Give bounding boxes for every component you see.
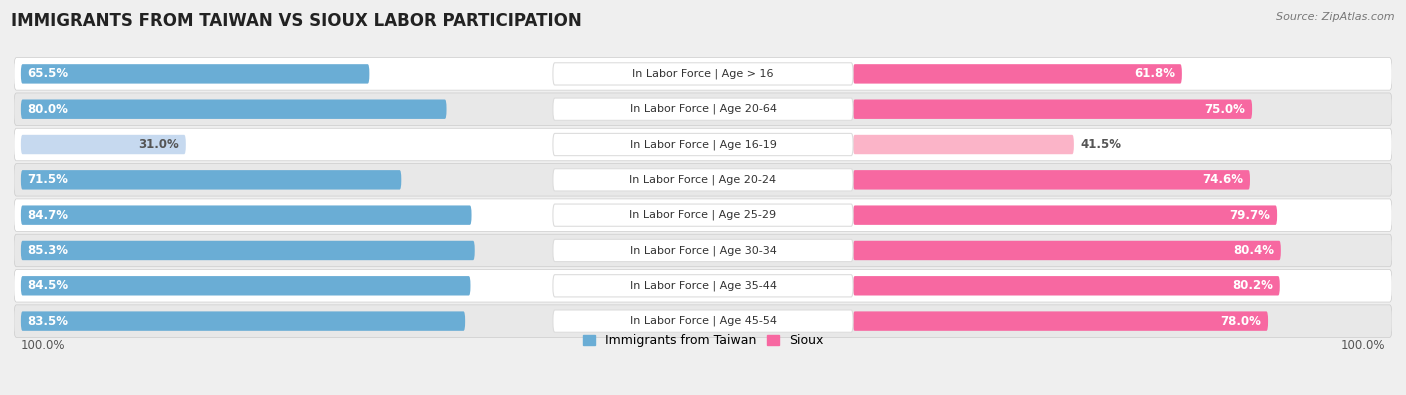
- Text: 65.5%: 65.5%: [28, 68, 69, 81]
- Text: 78.0%: 78.0%: [1220, 314, 1261, 327]
- FancyBboxPatch shape: [14, 234, 1392, 267]
- Text: 80.0%: 80.0%: [28, 103, 69, 116]
- Text: 71.5%: 71.5%: [28, 173, 69, 186]
- Text: In Labor Force | Age 25-29: In Labor Force | Age 25-29: [630, 210, 776, 220]
- Text: 41.5%: 41.5%: [1081, 138, 1122, 151]
- FancyBboxPatch shape: [553, 98, 853, 120]
- FancyBboxPatch shape: [553, 239, 853, 261]
- FancyBboxPatch shape: [853, 276, 1279, 295]
- FancyBboxPatch shape: [21, 100, 447, 119]
- Text: 84.7%: 84.7%: [28, 209, 69, 222]
- FancyBboxPatch shape: [14, 93, 1392, 126]
- FancyBboxPatch shape: [853, 241, 1281, 260]
- FancyBboxPatch shape: [21, 170, 401, 190]
- Text: 85.3%: 85.3%: [28, 244, 69, 257]
- FancyBboxPatch shape: [21, 64, 370, 84]
- Text: 75.0%: 75.0%: [1205, 103, 1246, 116]
- Text: 83.5%: 83.5%: [28, 314, 69, 327]
- Text: IMMIGRANTS FROM TAIWAN VS SIOUX LABOR PARTICIPATION: IMMIGRANTS FROM TAIWAN VS SIOUX LABOR PA…: [11, 12, 582, 30]
- FancyBboxPatch shape: [14, 164, 1392, 196]
- FancyBboxPatch shape: [553, 63, 853, 85]
- FancyBboxPatch shape: [21, 311, 465, 331]
- FancyBboxPatch shape: [14, 58, 1392, 90]
- FancyBboxPatch shape: [853, 311, 1268, 331]
- FancyBboxPatch shape: [853, 135, 1074, 154]
- Text: 80.2%: 80.2%: [1232, 279, 1272, 292]
- FancyBboxPatch shape: [553, 169, 853, 191]
- FancyBboxPatch shape: [553, 204, 853, 226]
- Text: Source: ZipAtlas.com: Source: ZipAtlas.com: [1277, 12, 1395, 22]
- FancyBboxPatch shape: [21, 135, 186, 154]
- FancyBboxPatch shape: [553, 275, 853, 297]
- Text: 84.5%: 84.5%: [28, 279, 69, 292]
- Text: 100.0%: 100.0%: [21, 339, 66, 352]
- Text: 61.8%: 61.8%: [1135, 68, 1175, 81]
- Text: In Labor Force | Age 45-54: In Labor Force | Age 45-54: [630, 316, 776, 326]
- Text: In Labor Force | Age 30-34: In Labor Force | Age 30-34: [630, 245, 776, 256]
- FancyBboxPatch shape: [21, 241, 475, 260]
- Text: In Labor Force | Age 16-19: In Labor Force | Age 16-19: [630, 139, 776, 150]
- Text: 80.4%: 80.4%: [1233, 244, 1274, 257]
- FancyBboxPatch shape: [14, 269, 1392, 302]
- Text: In Labor Force | Age > 16: In Labor Force | Age > 16: [633, 69, 773, 79]
- FancyBboxPatch shape: [14, 305, 1392, 337]
- Legend: Immigrants from Taiwan, Sioux: Immigrants from Taiwan, Sioux: [582, 334, 824, 347]
- Text: 79.7%: 79.7%: [1229, 209, 1270, 222]
- FancyBboxPatch shape: [21, 276, 471, 295]
- FancyBboxPatch shape: [553, 134, 853, 156]
- FancyBboxPatch shape: [853, 100, 1253, 119]
- FancyBboxPatch shape: [14, 128, 1392, 161]
- Text: In Labor Force | Age 35-44: In Labor Force | Age 35-44: [630, 280, 776, 291]
- Text: In Labor Force | Age 20-64: In Labor Force | Age 20-64: [630, 104, 776, 115]
- FancyBboxPatch shape: [853, 64, 1182, 84]
- Text: 74.6%: 74.6%: [1202, 173, 1243, 186]
- FancyBboxPatch shape: [853, 205, 1277, 225]
- FancyBboxPatch shape: [14, 199, 1392, 231]
- Text: 31.0%: 31.0%: [138, 138, 179, 151]
- FancyBboxPatch shape: [553, 310, 853, 332]
- Text: In Labor Force | Age 20-24: In Labor Force | Age 20-24: [630, 175, 776, 185]
- Text: 100.0%: 100.0%: [1340, 339, 1385, 352]
- FancyBboxPatch shape: [853, 170, 1250, 190]
- FancyBboxPatch shape: [21, 205, 471, 225]
